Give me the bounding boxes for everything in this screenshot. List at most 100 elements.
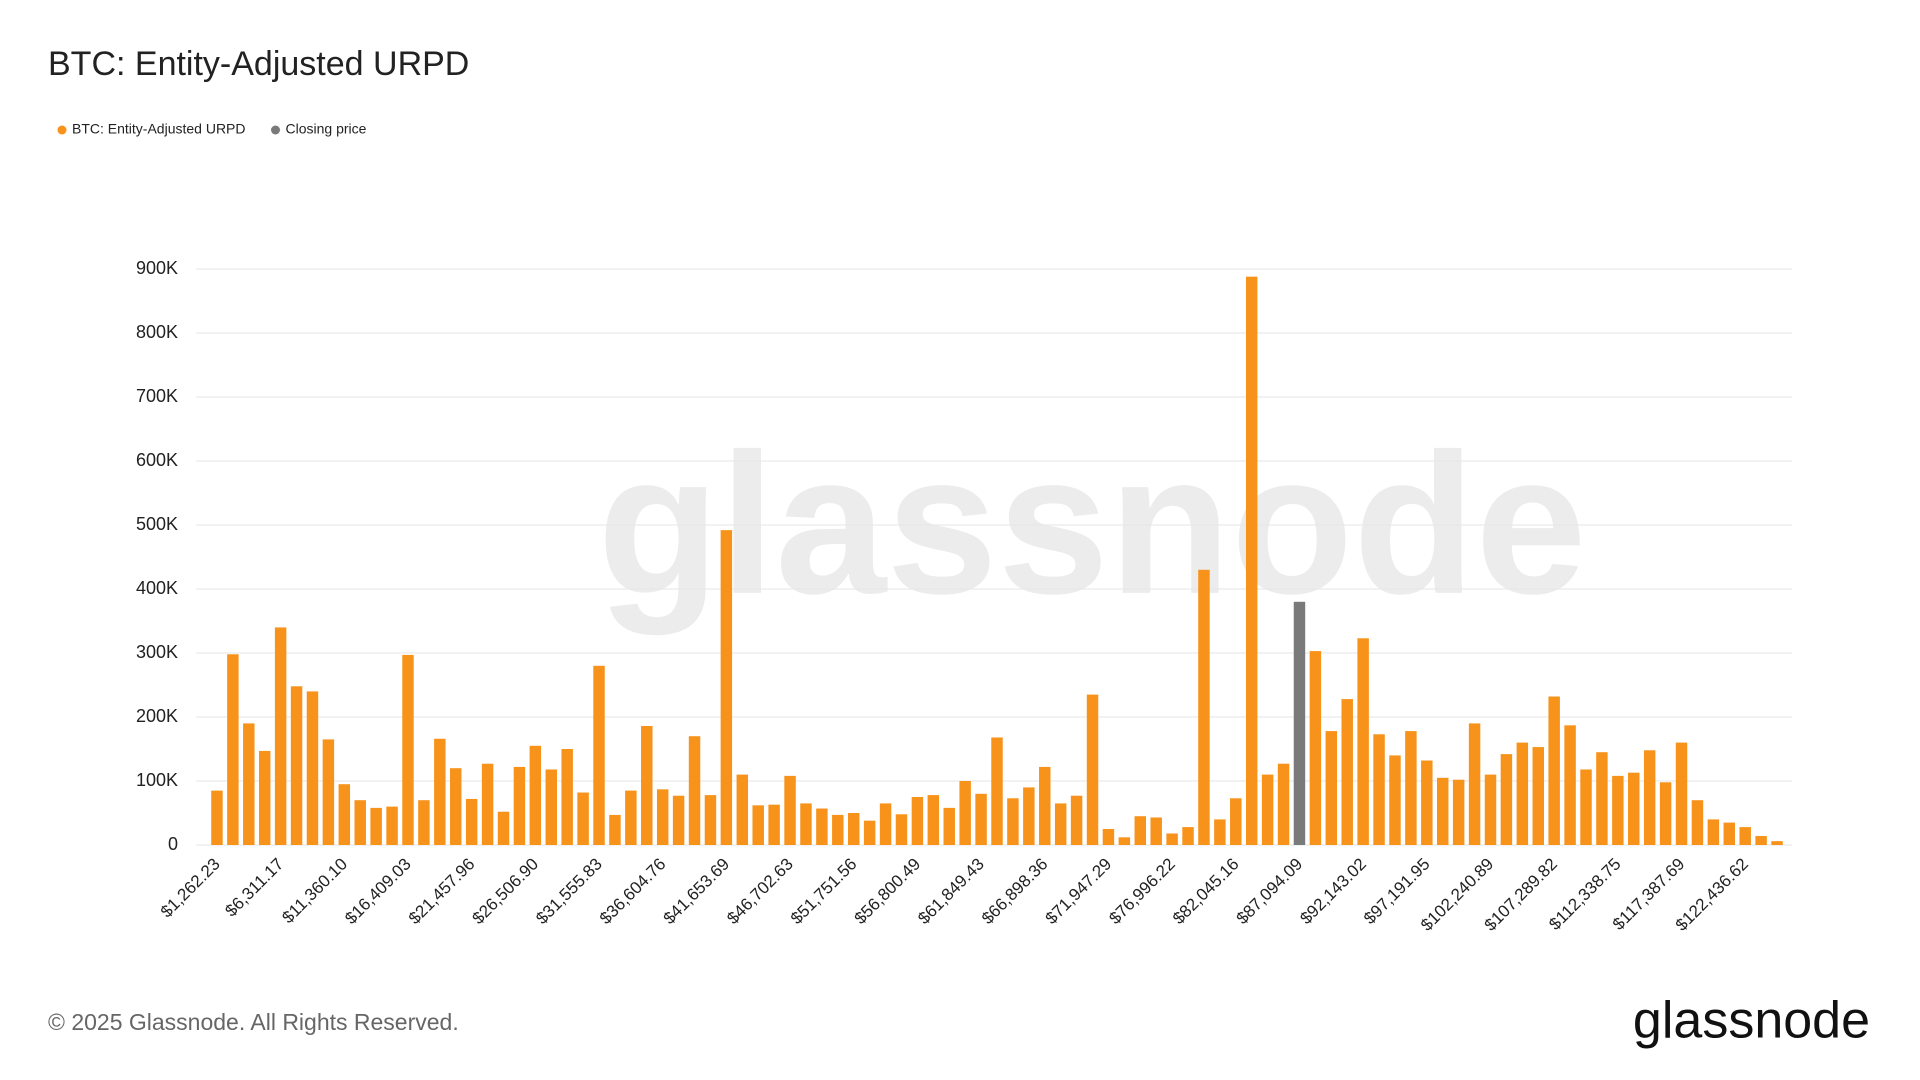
- bar: [370, 807, 382, 845]
- bar: [1039, 766, 1051, 845]
- y-tick-label: 100K: [136, 770, 178, 790]
- bar: [434, 738, 446, 845]
- bar: [1007, 798, 1019, 845]
- footer: © 2025 Glassnode. All Rights Reserved.: [48, 1009, 459, 1035]
- bar: [1230, 798, 1242, 845]
- bar: [1675, 742, 1688, 845]
- bar: [418, 800, 430, 845]
- bar: [768, 804, 780, 845]
- bar: [481, 763, 494, 845]
- bar: [1564, 725, 1576, 845]
- x-tick-label: $87,094.09: [1233, 854, 1307, 928]
- y-tick-label: 900K: [136, 258, 178, 278]
- bar: [243, 723, 255, 845]
- bar: [1166, 833, 1178, 845]
- bar: [386, 806, 398, 845]
- bar: [911, 797, 924, 845]
- bar: [1691, 800, 1704, 845]
- bar: [211, 790, 223, 845]
- bar: [752, 805, 764, 845]
- bar: [656, 789, 669, 845]
- bar: [1214, 819, 1226, 845]
- bar: [1771, 841, 1783, 845]
- bar: [497, 811, 510, 845]
- bar: [545, 769, 557, 845]
- bar: [943, 807, 955, 845]
- bar: [1182, 827, 1194, 845]
- bar: [959, 781, 971, 845]
- bar: [1643, 750, 1656, 845]
- legend-label: BTC: Entity-Adjusted URPD: [72, 121, 246, 137]
- bar: [672, 795, 685, 845]
- bar: [847, 813, 860, 845]
- bar: [1500, 754, 1513, 845]
- y-tick-label: 800K: [136, 322, 178, 342]
- bar: [1596, 752, 1608, 845]
- watermark: glassnode: [597, 413, 1586, 636]
- bar: [863, 820, 876, 845]
- bar: [816, 808, 828, 845]
- y-tick-label: 0: [168, 834, 178, 854]
- x-tick-label: $92,143.02: [1296, 854, 1370, 928]
- bar: [1198, 569, 1210, 845]
- legend-marker: [57, 125, 67, 135]
- bar: [1389, 755, 1401, 845]
- bar: [402, 654, 414, 845]
- x-tick-label: $16,409.03: [341, 854, 415, 928]
- x-tick-label: $31,555.83: [532, 854, 606, 928]
- bar: [1277, 763, 1290, 845]
- bar: [1245, 276, 1258, 845]
- bar: [720, 530, 733, 845]
- bar: [609, 814, 621, 845]
- bar: [1612, 775, 1624, 845]
- bar: [1659, 782, 1672, 845]
- bar: [450, 768, 462, 845]
- bar: [1723, 822, 1736, 845]
- bar: [704, 795, 717, 845]
- bar: [338, 784, 351, 845]
- bar: [290, 686, 303, 845]
- bar: [1325, 731, 1338, 845]
- x-tick-label: $11,360.10: [278, 854, 351, 927]
- x-tick-label: $1,262.23: [157, 854, 224, 921]
- legend-marker: [271, 125, 280, 135]
- bar: [1516, 742, 1529, 845]
- x-tick-label: $26,506.90: [469, 854, 543, 928]
- x-tick-label: $6,311.17: [221, 854, 287, 920]
- x-tick-label: $41,653.69: [660, 854, 734, 928]
- bar: [1341, 699, 1353, 845]
- x-tick-label: $56,800.49: [851, 854, 925, 928]
- bar: [975, 793, 987, 845]
- bar: [625, 790, 637, 845]
- bar: [1755, 836, 1767, 845]
- y-tick-label: 300K: [136, 642, 178, 662]
- bar: [927, 795, 940, 845]
- bar: [879, 803, 892, 845]
- bar: [1437, 777, 1449, 845]
- bar: [1739, 827, 1751, 845]
- bar: [306, 691, 319, 845]
- x-tick-label: $61,849.43: [914, 854, 988, 928]
- bar: [1023, 787, 1035, 845]
- legend-label: Closing price: [286, 121, 367, 137]
- y-tick-label: 500K: [136, 514, 178, 534]
- bar: [322, 739, 335, 845]
- bar: [1421, 760, 1433, 845]
- bar: [688, 736, 701, 845]
- logo: glassnode: [1633, 992, 1870, 1050]
- bar: [1054, 803, 1067, 845]
- x-tick-label: $46,702.63: [723, 854, 797, 928]
- bar: [1309, 651, 1322, 845]
- bar: [1580, 769, 1592, 845]
- bar: [1357, 638, 1369, 845]
- bar: [800, 803, 812, 845]
- bar: [258, 750, 271, 845]
- x-tick-label: $51,751.56: [787, 854, 861, 928]
- bar: [1452, 779, 1465, 845]
- bar: [832, 814, 844, 845]
- bar: [274, 627, 287, 845]
- bar: [354, 800, 366, 845]
- x-tick-label: $21,457.96: [405, 854, 479, 928]
- bar: [1261, 774, 1274, 845]
- bar: [593, 665, 605, 845]
